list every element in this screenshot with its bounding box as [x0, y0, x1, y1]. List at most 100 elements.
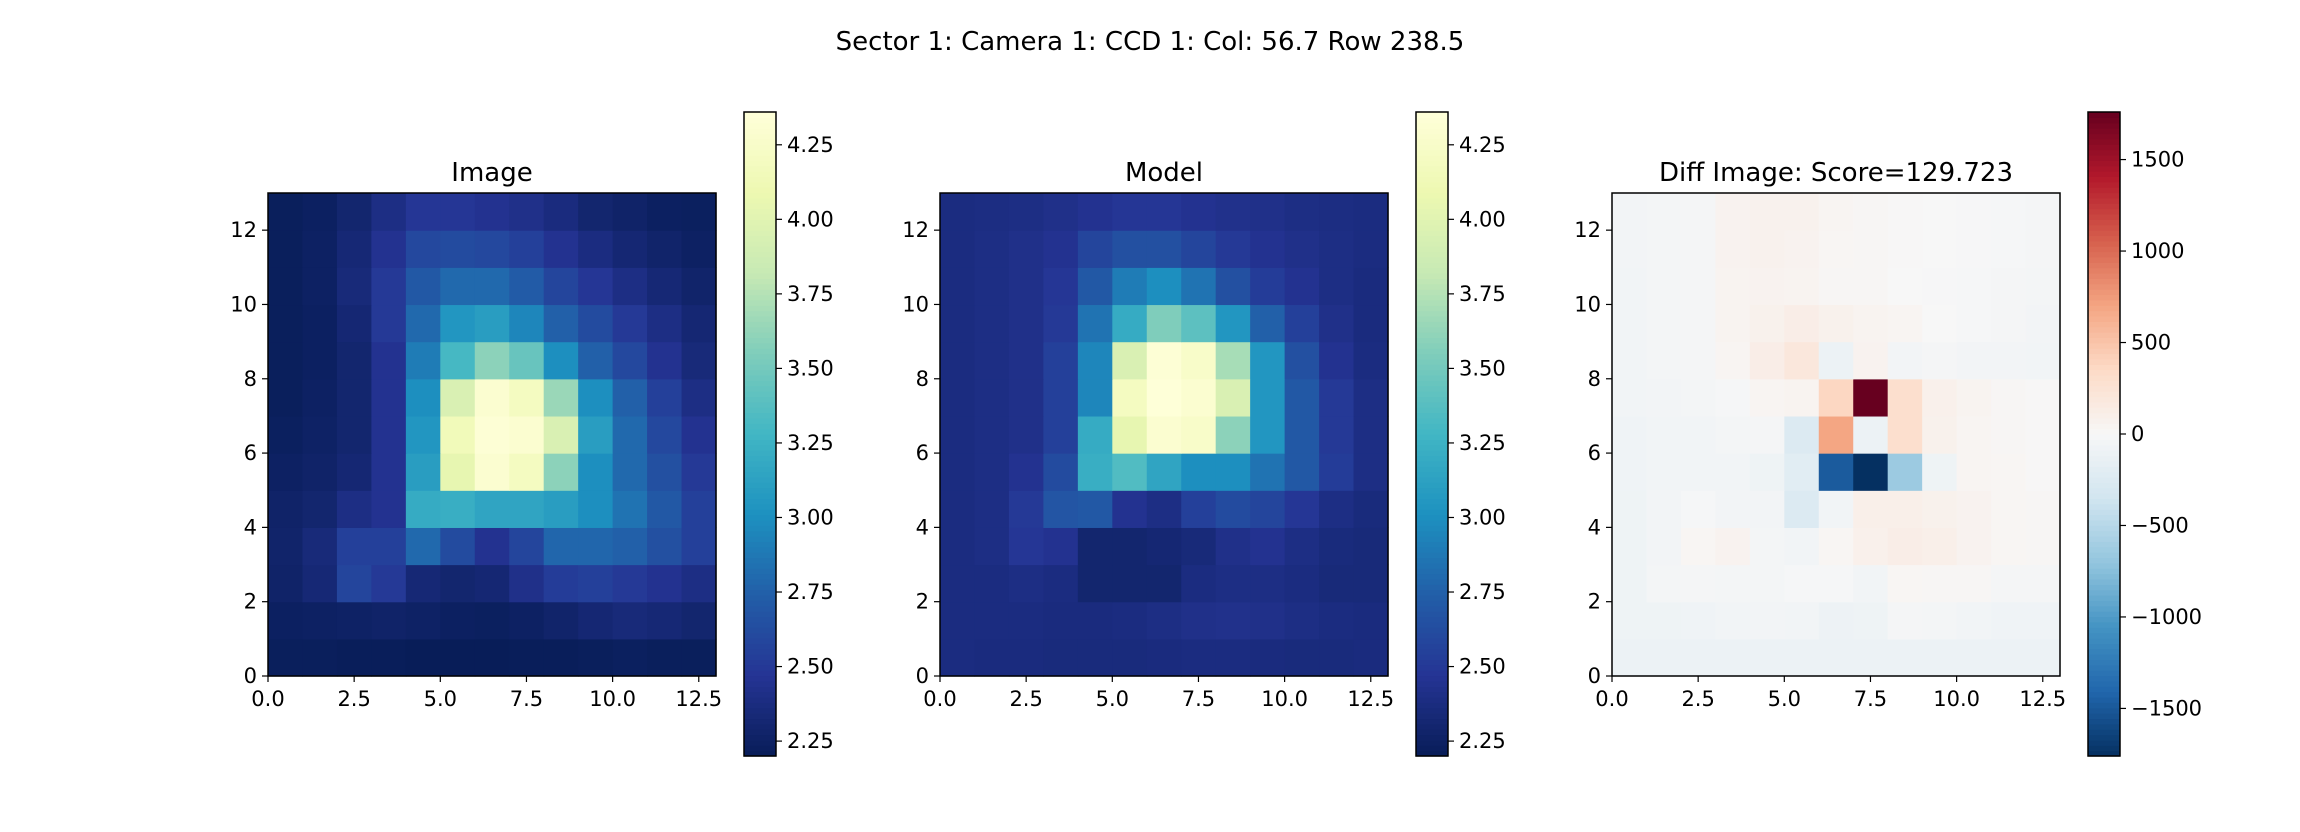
- heatmap-cell: [509, 193, 545, 231]
- heatmap-cell: [1646, 230, 1682, 268]
- colorbar-segment: [1416, 675, 1448, 682]
- heatmap-cell: [1887, 341, 1923, 380]
- colorbar-segment: [744, 305, 776, 312]
- heatmap-cell: [336, 230, 372, 268]
- x-tick-label: 5.0: [424, 687, 457, 711]
- colorbar-segment: [744, 573, 776, 580]
- heatmap-cell: [268, 415, 304, 454]
- colorbar-segment: [744, 637, 776, 644]
- colorbar-segment: [1416, 176, 1448, 183]
- heatmap-cell: [1646, 453, 1682, 491]
- heatmap-cell: [1715, 230, 1751, 268]
- heatmap-cell: [440, 415, 476, 454]
- colorbar-segment: [1416, 718, 1448, 725]
- colorbar-segment: [1416, 557, 1448, 564]
- heatmap-cell: [268, 378, 304, 417]
- colorbar-segment: [744, 203, 776, 210]
- heatmap-cell: [1319, 601, 1355, 640]
- colorbar-segment: [2088, 396, 2120, 403]
- heatmap-cell: [1353, 304, 1389, 343]
- heatmap-cell: [647, 564, 683, 603]
- heatmap-cell: [1922, 638, 1958, 677]
- heatmap-cell: [1043, 304, 1079, 343]
- heatmap-cell: [1077, 304, 1113, 343]
- axes-frame: [267, 192, 717, 677]
- colorbar-segment: [2088, 197, 2120, 204]
- heatmap-cell: [509, 304, 545, 343]
- colorbar-segment: [2088, 262, 2120, 269]
- colorbar-segment: [744, 396, 776, 403]
- colorbar-segment: [2088, 256, 2120, 263]
- heatmap-cell: [1250, 453, 1286, 491]
- colorbar-segment: [744, 530, 776, 537]
- colorbar-segment: [1416, 230, 1448, 237]
- colorbar-tick-label: −1500: [2131, 696, 2202, 720]
- heatmap-cell: [1112, 601, 1148, 640]
- heatmap-cell: [1181, 193, 1217, 231]
- heatmap-cell: [1612, 341, 1648, 380]
- colorbar-segment: [744, 332, 776, 338]
- colorbar-segment: [2088, 514, 2120, 521]
- colorbar-segment: [1416, 192, 1448, 199]
- heatmap-cell: [1008, 638, 1044, 677]
- heatmap-cell: [336, 601, 372, 640]
- heatmap-cell: [1008, 193, 1044, 231]
- x-tick-label: 0.0: [1595, 687, 1628, 711]
- heatmap-cell: [509, 453, 545, 491]
- heatmap-cell: [578, 564, 614, 603]
- heatmap-cell: [302, 304, 338, 343]
- heatmap-cell: [1353, 230, 1389, 268]
- heatmap-cell: [681, 453, 717, 491]
- colorbar-segment: [744, 589, 776, 596]
- colorbar-segment: [2088, 144, 2120, 151]
- heatmap-cell: [1353, 527, 1389, 566]
- colorbar-segment: [744, 337, 776, 344]
- heatmap-cell: [1284, 564, 1320, 603]
- heatmap-cell: [681, 564, 717, 603]
- colorbar-tick-label: 4.25: [787, 133, 834, 157]
- heatmap-cell: [336, 378, 372, 417]
- heatmap-cell: [1112, 527, 1148, 566]
- heatmap-cell: [2025, 601, 2061, 640]
- heatmap-cell: [543, 341, 579, 380]
- heatmap-cell: [509, 564, 545, 603]
- heatmap-cell: [1853, 267, 1889, 306]
- heatmap-cell: [681, 490, 717, 528]
- heatmap-cell: [405, 378, 441, 417]
- colorbar-segment: [2088, 208, 2120, 215]
- colorbar-segment: [2088, 332, 2120, 338]
- colorbar-segment: [2088, 546, 2120, 553]
- heatmap-cell: [1077, 193, 1113, 231]
- heatmap-cell: [1077, 341, 1113, 380]
- colorbar-segment: [2088, 595, 2120, 601]
- colorbar-segment: [744, 348, 776, 355]
- colorbar-segment: [2088, 267, 2120, 274]
- heatmap-cell: [1818, 304, 1854, 343]
- colorbar-segment: [744, 428, 776, 435]
- heatmap-cell: [1250, 638, 1286, 677]
- colorbar-segment: [744, 144, 776, 151]
- heatmap-cell: [1215, 638, 1251, 677]
- colorbar-segment: [1416, 686, 1448, 693]
- colorbar-segment: [1416, 648, 1448, 655]
- heatmap-cell: [1215, 193, 1251, 231]
- heatmap-cell: [1112, 415, 1148, 454]
- heatmap-cell: [974, 193, 1010, 231]
- heatmap-cell: [1250, 341, 1286, 380]
- heatmap-cell: [940, 638, 976, 677]
- colorbar-segment: [744, 154, 776, 161]
- heatmap-cell: [578, 415, 614, 454]
- colorbar-segment: [1416, 503, 1448, 510]
- colorbar-segment: [1416, 278, 1448, 285]
- heatmap-cell: [405, 527, 441, 566]
- colorbar-segment: [744, 476, 776, 483]
- colorbar-segment: [744, 493, 776, 499]
- colorbar-segment: [1416, 364, 1448, 371]
- heatmap-cell: [336, 564, 372, 603]
- colorbar-segment: [1416, 133, 1448, 140]
- colorbar-segment: [2088, 691, 2120, 698]
- heatmap-cell: [1043, 527, 1079, 566]
- colorbar-segment: [744, 423, 776, 430]
- heatmap-cell: [1991, 638, 2027, 677]
- colorbar-segment: [2088, 605, 2120, 612]
